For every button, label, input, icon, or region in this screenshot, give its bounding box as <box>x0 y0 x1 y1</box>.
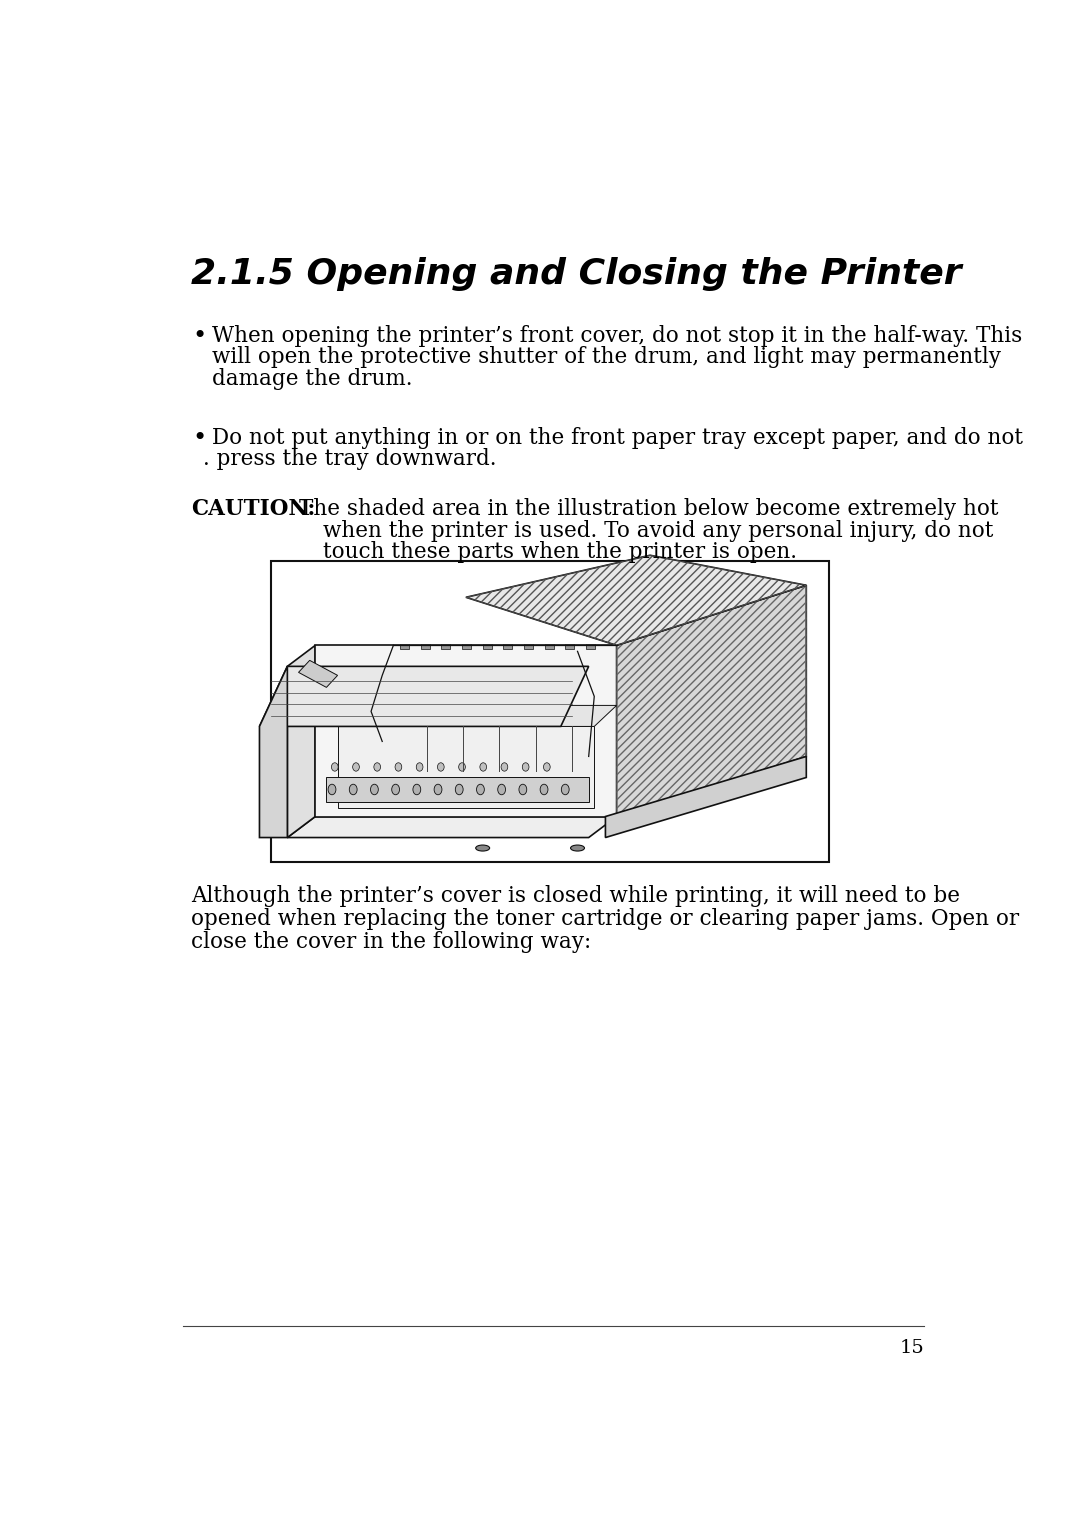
Bar <box>524 644 532 650</box>
Ellipse shape <box>476 785 484 794</box>
Bar <box>503 644 512 650</box>
Ellipse shape <box>501 763 508 771</box>
Text: will open the protective shutter of the drum, and light may permanently: will open the protective shutter of the … <box>213 346 1001 368</box>
Polygon shape <box>315 645 617 817</box>
Bar <box>400 644 409 650</box>
Ellipse shape <box>328 785 336 794</box>
Ellipse shape <box>434 785 442 794</box>
Ellipse shape <box>540 785 548 794</box>
Polygon shape <box>287 645 315 837</box>
Ellipse shape <box>374 763 380 771</box>
Text: The shaded area in the illustration below become extremely hot: The shaded area in the illustration belo… <box>299 498 999 520</box>
Ellipse shape <box>395 763 402 771</box>
Ellipse shape <box>518 785 527 794</box>
Text: 15: 15 <box>900 1338 924 1357</box>
Ellipse shape <box>570 845 584 851</box>
Ellipse shape <box>416 763 423 771</box>
Ellipse shape <box>523 763 529 771</box>
Polygon shape <box>465 555 807 645</box>
Polygon shape <box>326 777 589 802</box>
Text: . press the tray downward.: . press the tray downward. <box>203 448 497 471</box>
Ellipse shape <box>332 763 338 771</box>
Polygon shape <box>287 817 617 837</box>
Ellipse shape <box>480 763 487 771</box>
Bar <box>462 644 471 650</box>
Text: opened when replacing the toner cartridge or clearing paper jams. Open or: opened when replacing the toner cartridg… <box>191 908 1018 929</box>
Polygon shape <box>338 705 617 727</box>
Ellipse shape <box>437 763 444 771</box>
Polygon shape <box>259 667 589 727</box>
Text: When opening the printer’s front cover, do not stop it in the half-way. This: When opening the printer’s front cover, … <box>213 325 1023 346</box>
Ellipse shape <box>475 845 489 851</box>
Text: close the cover in the following way:: close the cover in the following way: <box>191 931 591 954</box>
Text: damage the drum.: damage the drum. <box>213 368 413 389</box>
Text: •: • <box>192 325 206 348</box>
Ellipse shape <box>370 785 378 794</box>
Text: when the printer is used. To avoid any personal injury, do not: when the printer is used. To avoid any p… <box>323 520 993 541</box>
Polygon shape <box>338 727 594 808</box>
Ellipse shape <box>543 763 550 771</box>
Text: •: • <box>192 426 206 449</box>
Ellipse shape <box>413 785 421 794</box>
Ellipse shape <box>456 785 463 794</box>
Bar <box>483 644 491 650</box>
Bar <box>442 644 450 650</box>
Ellipse shape <box>459 763 465 771</box>
Polygon shape <box>617 586 807 817</box>
Polygon shape <box>606 756 807 837</box>
Ellipse shape <box>392 785 400 794</box>
Ellipse shape <box>498 785 505 794</box>
Ellipse shape <box>349 785 357 794</box>
Ellipse shape <box>353 763 360 771</box>
Polygon shape <box>259 667 287 837</box>
Bar <box>585 644 595 650</box>
Bar <box>271 561 828 862</box>
Text: Although the printer’s cover is closed while printing, it will need to be: Although the printer’s cover is closed w… <box>191 885 960 906</box>
Text: Do not put anything in or on the front paper tray except paper, and do not: Do not put anything in or on the front p… <box>213 426 1024 449</box>
Text: CAUTION:: CAUTION: <box>191 498 315 520</box>
Bar <box>421 644 430 650</box>
Bar <box>565 644 575 650</box>
Text: 2.1.5 Opening and Closing the Printer: 2.1.5 Opening and Closing the Printer <box>191 258 961 291</box>
Bar <box>544 644 554 650</box>
Text: touch these parts when the printer is open.: touch these parts when the printer is op… <box>323 541 797 563</box>
Polygon shape <box>298 661 338 687</box>
Ellipse shape <box>562 785 569 794</box>
